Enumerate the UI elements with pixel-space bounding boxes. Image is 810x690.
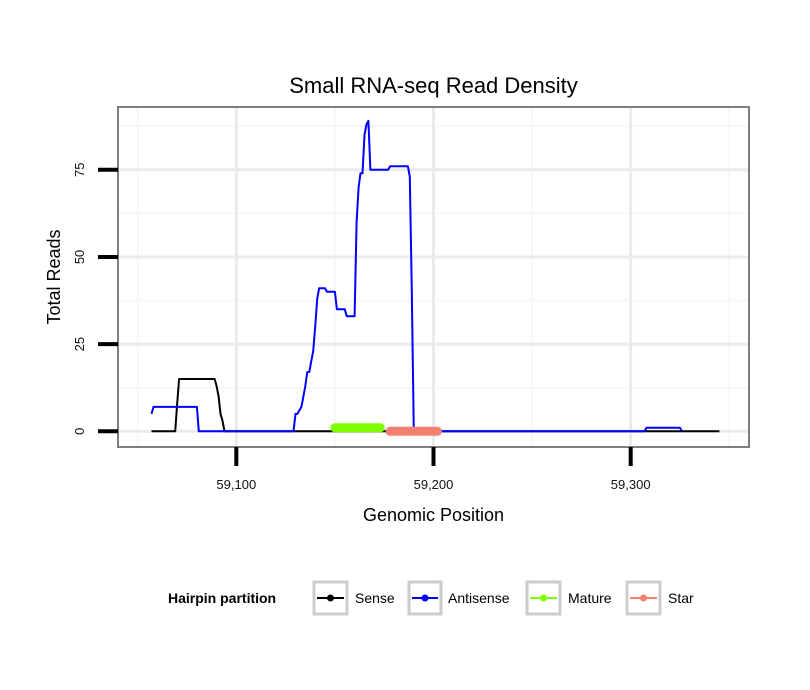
- x-tick-label: 59,300: [611, 477, 651, 492]
- grid-lines: [118, 107, 749, 447]
- y-tick-label: 50: [72, 250, 87, 264]
- legend-item-sense: Sense: [312, 580, 395, 616]
- y-axis-title: Total Reads: [44, 229, 64, 324]
- x-tick-label: 59,100: [216, 477, 256, 492]
- x-tick-label: 59,200: [414, 477, 454, 492]
- legend-key-point: [327, 594, 334, 602]
- x-axis-title: Genomic Position: [363, 505, 504, 525]
- legend-item-star: Star: [625, 580, 694, 616]
- legend-label: Mature: [568, 590, 612, 606]
- legend: Hairpin partition Sense Antisense Mature St…: [168, 580, 694, 616]
- legend-title: Hairpin partition: [168, 590, 276, 606]
- legend-key-point: [640, 594, 647, 602]
- legend-key-point: [421, 594, 429, 602]
- series-line-antisense: [150, 119, 683, 433]
- legend-item-mature: Mature: [525, 580, 612, 616]
- y-tick-label: 25: [72, 337, 87, 351]
- y-tick-label: 75: [72, 163, 87, 177]
- series-line-sense: [151, 378, 720, 433]
- y-tick-label: 0: [72, 428, 87, 435]
- legend-key-point: [540, 594, 547, 602]
- axes: 0 25 50 75 59,100 59,200 59,300: [72, 106, 750, 492]
- legend-label: Sense: [355, 590, 395, 606]
- chart-title: Small RNA-seq Read Density: [289, 73, 578, 98]
- legend-item-antisense: Antisense: [407, 580, 510, 616]
- legend-label: Star: [668, 590, 694, 606]
- legend-label: Antisense: [448, 590, 510, 606]
- series-layer: [150, 119, 720, 436]
